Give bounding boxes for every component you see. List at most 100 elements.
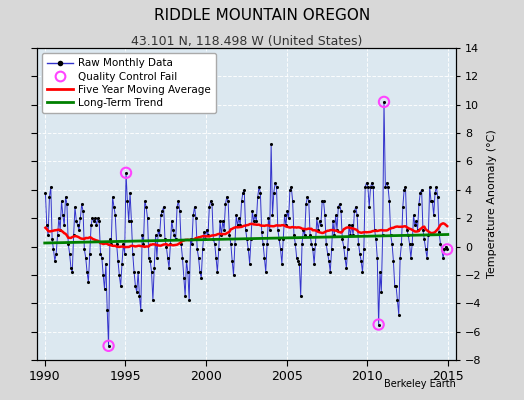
Point [263, 240, 271, 247]
Point [264, 215, 272, 221]
Point [347, 222, 356, 228]
Point [242, 226, 250, 233]
Point [416, 190, 424, 196]
Point [270, 190, 278, 196]
Point [134, 269, 143, 275]
Point [255, 184, 263, 190]
Text: Berkeley Earth: Berkeley Earth [384, 379, 456, 389]
Point [282, 222, 290, 228]
Point [290, 232, 298, 238]
Point [397, 240, 406, 247]
Point [57, 198, 66, 204]
Point [427, 198, 435, 204]
Point [326, 269, 334, 275]
Point [251, 212, 259, 218]
Point [314, 226, 322, 233]
Point [83, 269, 91, 275]
Point [202, 226, 211, 233]
Point [61, 194, 70, 200]
Point [375, 321, 383, 328]
Point [439, 255, 447, 261]
Point [362, 180, 370, 186]
Point [177, 240, 185, 247]
Point [433, 194, 442, 200]
Point [47, 184, 55, 190]
Point [199, 246, 207, 252]
Point [288, 198, 297, 204]
Point [72, 218, 81, 224]
Point [419, 226, 427, 233]
Point [209, 236, 217, 243]
Point [171, 236, 180, 243]
Y-axis label: Temperature Anomaly (°C): Temperature Anomaly (°C) [487, 130, 497, 278]
Point [96, 250, 105, 257]
Point [286, 187, 294, 193]
Point [156, 232, 164, 238]
Point [307, 240, 315, 247]
Point [356, 250, 364, 257]
Point [60, 222, 69, 228]
Point [276, 246, 285, 252]
Point [443, 246, 451, 252]
Point [274, 226, 282, 233]
Point [404, 232, 412, 238]
Point [193, 246, 201, 252]
Point [151, 232, 160, 238]
Point [409, 212, 418, 218]
Point [311, 240, 320, 247]
Point [421, 246, 430, 252]
Point [299, 226, 308, 233]
Point [217, 232, 226, 238]
Point [219, 218, 227, 224]
Point [51, 258, 59, 264]
Point [100, 286, 108, 292]
Point [385, 198, 394, 204]
Point [115, 272, 124, 278]
Point [52, 250, 60, 257]
Point [41, 190, 50, 196]
Point [190, 204, 199, 210]
Point [316, 222, 325, 228]
Point [145, 255, 153, 261]
Point [414, 201, 423, 207]
Point [113, 240, 121, 247]
Point [208, 201, 216, 207]
Point [233, 222, 242, 228]
Point [95, 218, 103, 224]
Point [214, 246, 223, 252]
Point [170, 232, 179, 238]
Point [435, 229, 443, 236]
Point [114, 258, 122, 264]
Point [349, 232, 357, 238]
Point [122, 170, 130, 176]
Point [248, 208, 257, 214]
Point [231, 240, 239, 247]
Point [142, 204, 150, 210]
Point [73, 222, 82, 228]
Point [321, 212, 329, 218]
Point [102, 260, 110, 267]
Point [436, 240, 445, 247]
Point [407, 255, 415, 261]
Point [146, 258, 155, 264]
Point [315, 218, 324, 224]
Point [118, 260, 126, 267]
Point [377, 289, 386, 295]
Point [104, 343, 113, 349]
Point [99, 272, 107, 278]
Point [119, 240, 127, 247]
Point [278, 260, 286, 267]
Point [236, 222, 244, 228]
Point [201, 236, 210, 243]
Point [431, 190, 439, 196]
Point [68, 269, 77, 275]
Point [97, 255, 106, 261]
Point [280, 212, 289, 218]
Point [304, 198, 313, 204]
Point [130, 269, 138, 275]
Point [247, 236, 255, 243]
Point [413, 226, 422, 233]
Point [313, 215, 321, 221]
Point [147, 269, 156, 275]
Point [287, 184, 296, 190]
